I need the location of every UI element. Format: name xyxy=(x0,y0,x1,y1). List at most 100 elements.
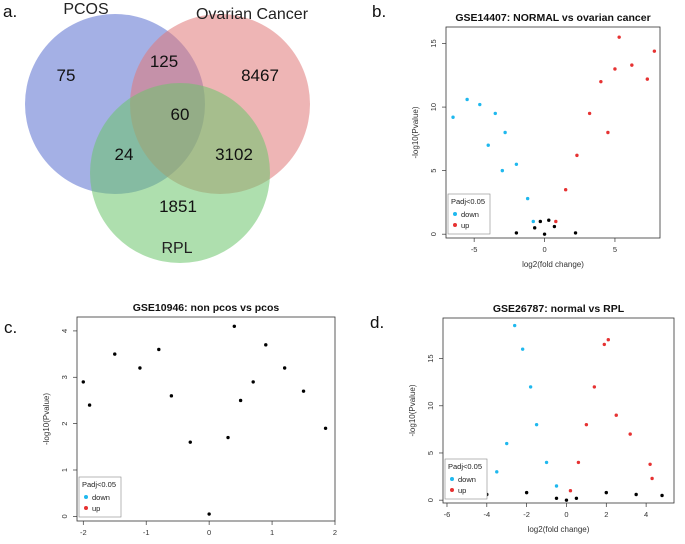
venn-label-rpl: RPL xyxy=(161,240,192,257)
point-ns xyxy=(238,398,243,403)
venn-label-pcos: PCOS xyxy=(63,1,108,18)
point-up xyxy=(606,338,610,342)
point-down xyxy=(451,115,455,119)
x-tick-label: -1 xyxy=(143,528,150,537)
point-up xyxy=(584,422,589,427)
x-tick-label: 0 xyxy=(207,528,211,537)
point-up xyxy=(630,63,634,67)
plot-frame xyxy=(445,26,661,239)
legend-marker-up xyxy=(84,506,88,510)
point-down xyxy=(500,168,505,173)
point-ns xyxy=(113,352,117,356)
panel-letter-a: a. xyxy=(3,2,18,21)
legend-label-up: up xyxy=(461,221,469,230)
data-points xyxy=(451,35,657,236)
legend-title: Padj<0.05 xyxy=(451,197,485,206)
y-axis-label: -log10(Pvalue) xyxy=(411,106,420,158)
x-tick-label: 5 xyxy=(613,245,617,254)
point-down xyxy=(505,441,509,446)
panel-letter-c: c. xyxy=(4,318,18,337)
point-ns xyxy=(524,490,529,495)
venn-diagram: PCOS Ovarian Cancer RPL 75 125 8467 60 2… xyxy=(25,1,310,263)
point-up xyxy=(554,219,558,224)
legend-label-down: down xyxy=(458,475,476,484)
x-tick-label: 0 xyxy=(564,510,568,519)
point-ns xyxy=(574,496,579,500)
point-ns xyxy=(552,224,557,229)
point-down xyxy=(495,470,499,474)
y-tick-label: 5 xyxy=(429,169,438,173)
point-ns xyxy=(251,380,255,384)
point-ns xyxy=(514,231,519,235)
point-ns xyxy=(169,394,174,398)
point-ns xyxy=(226,435,230,440)
y-tick-label: 2 xyxy=(60,422,69,426)
plot-title: GSE14407: NORMAL vs ovarian cancer xyxy=(455,12,650,24)
venn-count-pcos-ovarian: 125 xyxy=(150,52,178,71)
point-ns xyxy=(542,232,547,236)
data-points xyxy=(81,324,328,516)
point-ns xyxy=(81,380,85,384)
legend-box xyxy=(447,193,491,235)
y-tick-label: 5 xyxy=(426,451,435,455)
legend-marker-down xyxy=(84,495,88,499)
venn-count-ovarian-rpl: 3102 xyxy=(215,145,253,164)
point-ns xyxy=(660,493,664,498)
legend-label-down: down xyxy=(461,210,479,219)
x-tick-label: 4 xyxy=(644,510,648,519)
x-tick-label: -2 xyxy=(80,528,87,537)
legend-marker-up xyxy=(450,488,454,492)
legend-marker-down xyxy=(450,477,454,481)
point-down xyxy=(531,219,535,224)
point-ns xyxy=(532,226,537,230)
point-up xyxy=(614,413,618,417)
y-tick-label: 0 xyxy=(429,232,438,236)
point-ns xyxy=(554,496,559,500)
y-axis-label: -log10(Pvalue) xyxy=(42,393,51,445)
point-up xyxy=(602,342,607,347)
venn-count-pcos-rpl: 24 xyxy=(115,145,134,164)
point-up xyxy=(599,79,603,84)
x-tick-label: -2 xyxy=(523,510,530,519)
point-down xyxy=(486,143,490,147)
point-up xyxy=(587,111,592,116)
point-up xyxy=(645,77,650,81)
legend-title: Padj<0.05 xyxy=(82,480,116,489)
point-up xyxy=(613,67,617,71)
point-down xyxy=(544,460,549,465)
point-up xyxy=(650,476,654,481)
point-ns xyxy=(547,218,551,222)
plot-title: GSE10946: non pcos vs pcos xyxy=(133,302,280,314)
point-up xyxy=(575,153,579,158)
point-up xyxy=(648,462,652,467)
point-ns xyxy=(87,403,92,407)
y-tick-label: 0 xyxy=(426,498,435,502)
legend-label-up: up xyxy=(458,486,466,495)
x-tick-label: 1 xyxy=(270,528,274,537)
y-tick-label: 15 xyxy=(426,354,435,362)
point-down xyxy=(465,97,469,102)
point-down xyxy=(503,130,507,135)
point-down xyxy=(514,162,519,166)
point-up xyxy=(563,187,568,192)
x-axis-label: log2(fold change) xyxy=(528,525,590,534)
y-tick-label: 3 xyxy=(60,375,69,379)
venn-count-rpl-only: 1851 xyxy=(159,197,197,216)
y-tick-label: 10 xyxy=(426,402,435,410)
x-axis-label: log2(fold change) xyxy=(522,260,584,269)
point-up xyxy=(568,489,573,493)
point-ns xyxy=(301,389,306,393)
y-axis-label: -log10(Pvalue) xyxy=(408,384,417,436)
point-ns xyxy=(564,498,569,502)
venn-count-ovarian-only: 8467 xyxy=(241,66,279,85)
y-tick-label: 15 xyxy=(429,39,438,47)
point-down xyxy=(534,422,539,427)
panel-letter-d: d. xyxy=(370,313,385,332)
point-ns xyxy=(232,324,237,328)
point-down xyxy=(478,102,482,107)
y-tick-label: 1 xyxy=(60,468,69,472)
plot-frame xyxy=(76,316,336,522)
point-up xyxy=(628,432,632,436)
